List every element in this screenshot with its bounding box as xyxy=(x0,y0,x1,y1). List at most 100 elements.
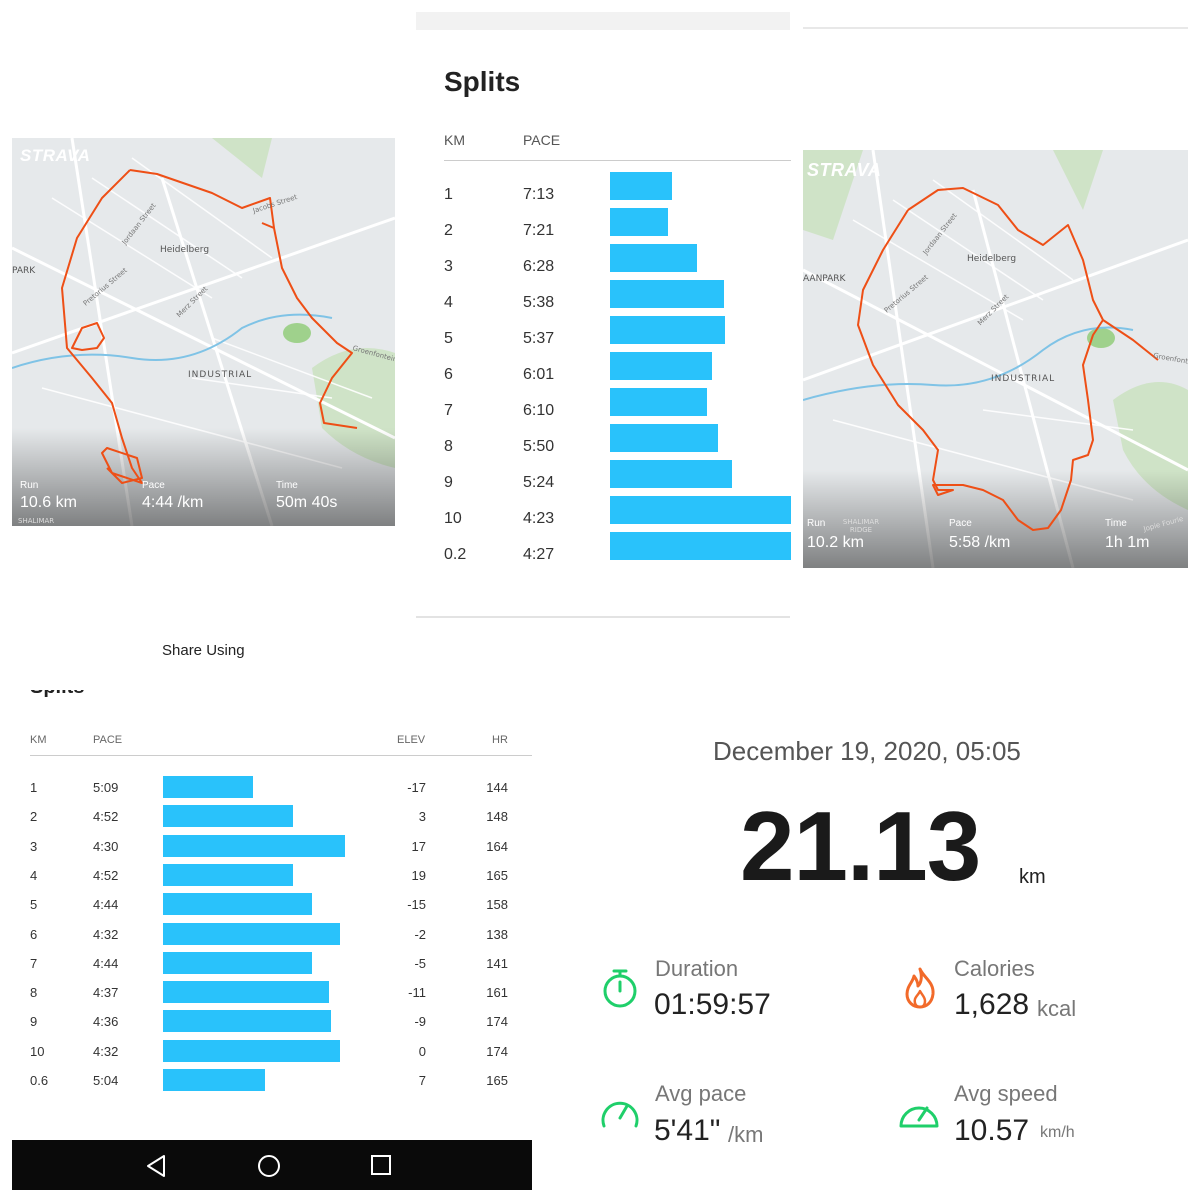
split-km: 9 xyxy=(444,474,453,491)
split-pace: 5:24 xyxy=(523,474,555,491)
split-hr: 144 xyxy=(486,780,508,795)
share-using-label: Share Using xyxy=(162,642,245,659)
split-pace: 4:52 xyxy=(93,809,119,825)
activity-datetime: December 19, 2020, 05:05 xyxy=(713,736,1021,766)
split-km: 0.2 xyxy=(444,546,467,563)
split-elev: -5 xyxy=(414,955,426,971)
place-label-aanpark: AANPARK xyxy=(803,274,846,284)
split-pace-bar xyxy=(163,981,329,1004)
map-card-right: STRAVA Heidelberg INDUSTRIAL AANPARK Jor… xyxy=(803,150,1188,568)
split-pace-bar xyxy=(163,805,294,828)
strava-logo: STRAVA xyxy=(807,160,882,180)
split-pace: 6:01 xyxy=(523,366,555,383)
split-pace-bar xyxy=(163,1069,266,1091)
split-elev: 17 xyxy=(411,838,426,854)
split-pace-bar xyxy=(610,316,725,344)
pace-stat-label: Pace xyxy=(949,518,972,529)
route-map-left xyxy=(12,138,395,526)
avg-speed-label: Avg speed xyxy=(954,1081,1058,1106)
pace-stat-value: 4:44 /km xyxy=(142,494,204,511)
duration-label: Duration xyxy=(655,956,739,981)
split-hr: 165 xyxy=(486,1073,508,1088)
split-km: 5 xyxy=(30,897,38,913)
splits-panel-top: Splits KM PACE 1 7:13 2 7:21 3 6:28 4 5:38 5 5:37… xyxy=(416,30,791,618)
avg-speed-value: 10.57 xyxy=(954,1114,1030,1147)
split-hr: 164 xyxy=(486,838,508,854)
split-km: 1 xyxy=(30,780,38,795)
map-card-left: STRAVA Heidelberg INDUSTRIAL PARK Jordaa… xyxy=(12,138,395,526)
header-divider xyxy=(30,755,532,756)
split-km: 4 xyxy=(30,867,38,883)
split-pace: 6:10 xyxy=(523,402,555,419)
split-km: 4 xyxy=(444,294,453,311)
split-pace-bar xyxy=(163,834,345,857)
split-hr: 161 xyxy=(486,985,508,1001)
split-elev: -2 xyxy=(414,926,426,942)
split-pace: 5:04 xyxy=(93,1073,119,1088)
strava-logo: STRAVA xyxy=(20,146,91,165)
place-label-industrial: INDUSTRIAL xyxy=(188,370,253,380)
split-pace: 4:27 xyxy=(523,546,555,563)
pace-stat-label: Pace xyxy=(142,480,165,491)
split-pace-bar xyxy=(610,244,697,272)
run-stat-value: 10.2 km xyxy=(807,534,864,551)
split-pace: 7:13 xyxy=(523,186,555,203)
total-distance: 21.13 xyxy=(740,791,981,901)
split-pace-bar xyxy=(610,208,668,236)
splits-title: Splits xyxy=(444,66,521,97)
split-pace-bar xyxy=(610,352,712,380)
place-label-industrial: INDUSTRIAL xyxy=(991,374,1056,384)
split-pace: 4:37 xyxy=(93,985,119,1001)
split-hr: 174 xyxy=(486,1014,508,1030)
split-pace-bar xyxy=(163,951,313,974)
split-pace: 5:50 xyxy=(523,438,555,455)
hr-column-header: HR xyxy=(492,734,508,746)
split-km: 2 xyxy=(30,809,38,825)
recent-square-icon[interactable] xyxy=(370,1154,392,1176)
split-km: 2 xyxy=(444,222,453,239)
pace-column-header: PACE xyxy=(523,132,561,148)
avg-pace-value: 5'41" xyxy=(654,1114,721,1147)
back-triangle-icon[interactable] xyxy=(144,1154,168,1178)
split-km: 0.6 xyxy=(30,1073,49,1088)
km-column-header: KM xyxy=(30,734,47,746)
pace-stat-value: 5:58 /km xyxy=(949,534,1011,551)
split-pace: 4:44 xyxy=(93,955,119,971)
split-pace: 5:09 xyxy=(93,780,119,795)
calories-value: 1,628 xyxy=(954,988,1030,1021)
split-pace-bar xyxy=(163,863,294,886)
time-stat-label: Time xyxy=(1105,518,1127,529)
calories-unit: kcal xyxy=(1037,996,1077,1021)
split-pace: 6:28 xyxy=(523,258,555,275)
run-stat-value: 10.6 km xyxy=(20,494,77,511)
split-elev: 3 xyxy=(418,809,426,825)
split-hr: 165 xyxy=(486,867,508,883)
elev-column-header: ELEV xyxy=(397,734,426,746)
place-label-heidelberg: Heidelberg xyxy=(160,245,210,255)
split-elev: -15 xyxy=(407,897,426,913)
place-label-shalimar-ridge: SHALIMAR RIDGE xyxy=(842,518,880,534)
avg-pace-label: Avg pace xyxy=(655,1081,747,1106)
place-label-heidelberg: Heidelberg xyxy=(967,254,1017,264)
run-stat-label: Run xyxy=(20,480,39,491)
duration-value: 01:59:57 xyxy=(654,988,771,1021)
split-pace-bar xyxy=(163,1039,341,1062)
split-elev: 19 xyxy=(411,867,426,883)
split-pace: 4:23 xyxy=(523,510,555,527)
split-km: 3 xyxy=(444,258,453,275)
split-pace: 4:44 xyxy=(93,897,119,913)
split-pace: 4:52 xyxy=(93,867,119,883)
place-label-shalimar: SHALIMAR xyxy=(18,517,55,525)
right-top-divider xyxy=(803,27,1188,29)
split-km: 6 xyxy=(444,366,453,383)
split-hr: 174 xyxy=(486,1043,508,1059)
split-pace-bar xyxy=(610,532,791,560)
place-label-park: PARK xyxy=(12,266,36,276)
route-map-right xyxy=(803,150,1188,568)
split-pace-bar xyxy=(163,776,254,798)
home-circle-icon[interactable] xyxy=(257,1154,281,1178)
split-hr: 141 xyxy=(486,955,508,971)
distance-unit: km xyxy=(1019,866,1046,888)
split-pace: 4:32 xyxy=(93,1043,119,1059)
split-pace: 4:32 xyxy=(93,926,119,942)
